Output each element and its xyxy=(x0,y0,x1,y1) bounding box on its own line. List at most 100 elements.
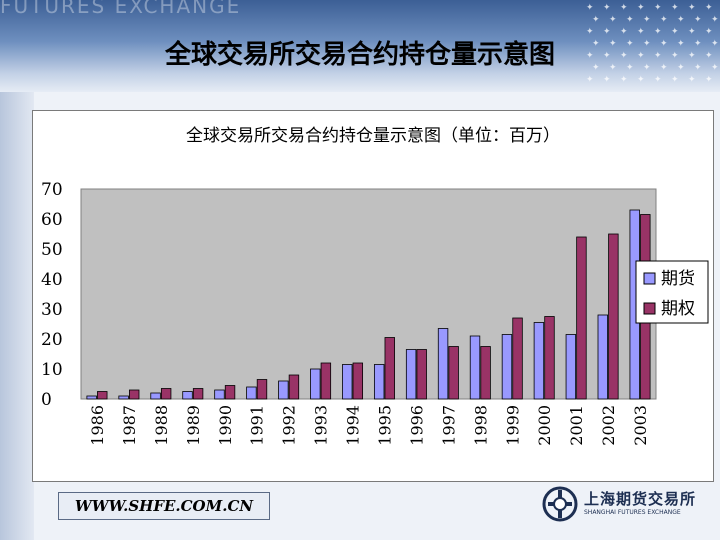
star-icon: ✦ xyxy=(586,3,594,13)
bar-options-1996 xyxy=(416,349,427,400)
chart-title: 全球交易所交易合约持仓量示意图（单位：百万） xyxy=(186,126,560,146)
legend: 期货 期权 xyxy=(635,260,709,324)
logo-name: 上海期货交易所 xyxy=(584,490,697,508)
exchange-logo-icon xyxy=(542,486,578,522)
chart-frame: 全球交易所交易合约持仓量示意图（单位：百万） 0 10 20 30 40 50 60 70 1… xyxy=(32,110,714,482)
star-icon: ✦ xyxy=(654,3,662,13)
bar-futures-1994 xyxy=(342,364,353,400)
star-icon: ✦ xyxy=(688,75,696,85)
x-tick-label: 1995 xyxy=(375,405,394,446)
star-icon: ✦ xyxy=(671,27,679,37)
star-icon: ✦ xyxy=(626,63,634,73)
y-tick-label: 60 xyxy=(41,210,63,230)
footer-url-box: WWW.SHFE.COM.CN xyxy=(58,492,270,520)
bars xyxy=(86,209,651,400)
star-icon: ✦ xyxy=(705,51,713,61)
star-icon: ✦ xyxy=(677,15,685,25)
bar-options-1990 xyxy=(224,385,236,400)
bar-options-1995 xyxy=(384,337,395,400)
bar-futures-1988 xyxy=(150,392,161,400)
legend-swatch-options xyxy=(643,302,656,315)
bar-options-1997 xyxy=(448,346,459,400)
star-icon: ✦ xyxy=(592,39,600,49)
star-icon: ✦ xyxy=(626,15,634,25)
star-icon: ✦ xyxy=(711,15,719,25)
bar-futures-1986 xyxy=(86,395,97,400)
star-icon: ✦ xyxy=(705,75,713,85)
star-pattern-icon: ✦ ✦ ✦ ✦ ✦ ✦ ✦ ✦✦ ✦ ✦ ✦ ✦ ✦ ✦ ✦✦ ✦ ✦ ✦ ✦ ✦ ✦ ✦✦ ✦ ✦ ✦ ✦ ✦ ✦ ✦✦ ✦ ✦ ✦ ✦ ✦ ✦ ✦… xyxy=(586,3,719,85)
star-icon: ✦ xyxy=(620,27,628,37)
star-icon: ✦ xyxy=(586,51,594,61)
bar-options-1998 xyxy=(480,346,491,400)
bar-futures-1989 xyxy=(182,391,193,400)
star-icon: ✦ xyxy=(694,39,702,49)
star-icon: ✦ xyxy=(643,39,651,49)
y-tick-label: 20 xyxy=(41,330,63,350)
bar-options-2002 xyxy=(608,233,619,400)
star-icon: ✦ xyxy=(603,75,611,85)
bar-futures-2001 xyxy=(565,334,577,400)
star-icon: ✦ xyxy=(603,3,611,13)
bar-futures-2000 xyxy=(533,322,545,400)
chart: 全球交易所交易合约持仓量示意图（单位：百万） 0 10 20 30 40 50 60 70 1… xyxy=(41,126,709,446)
bar-options-1999 xyxy=(512,317,523,400)
star-icon: ✦ xyxy=(637,27,645,37)
star-icon: ✦ xyxy=(654,75,662,85)
star-icon: ✦ xyxy=(688,27,696,37)
x-tick-label: 2000 xyxy=(535,405,554,446)
bar-futures-1997 xyxy=(437,328,449,400)
bar-futures-1998 xyxy=(469,335,481,400)
star-icon: ✦ xyxy=(592,63,600,73)
plot-area xyxy=(80,188,657,400)
bar-options-1989 xyxy=(192,388,204,400)
star-icon: ✦ xyxy=(609,63,617,73)
star-icon: ✦ xyxy=(677,39,685,49)
y-tick-label: 30 xyxy=(41,300,63,320)
legend-label-futures: 期货 xyxy=(661,269,695,289)
y-tick-label: 70 xyxy=(41,180,63,200)
star-icon: ✦ xyxy=(705,27,713,37)
star-icon: ✦ xyxy=(688,51,696,61)
star-icon: ✦ xyxy=(620,3,628,13)
star-icon: ✦ xyxy=(620,75,628,85)
star-icon: ✦ xyxy=(671,75,679,85)
x-tick-label: 1987 xyxy=(120,405,139,446)
star-icon: ✦ xyxy=(654,27,662,37)
star-icon: ✦ xyxy=(660,15,668,25)
y-tick-label: 10 xyxy=(41,360,63,380)
star-icon: ✦ xyxy=(705,3,713,13)
star-icon: ✦ xyxy=(694,15,702,25)
star-icon: ✦ xyxy=(660,63,668,73)
bar-futures-1992 xyxy=(278,380,289,400)
x-tick-label: 1999 xyxy=(503,405,522,446)
footer-url[interactable]: WWW.SHFE.COM.CN xyxy=(74,497,254,515)
bar-futures-1995 xyxy=(373,364,385,400)
legend-box xyxy=(635,260,709,324)
star-icon: ✦ xyxy=(586,75,594,85)
y-axis: 0 10 20 30 40 50 60 70 xyxy=(41,180,63,410)
bar-options-2001 xyxy=(576,236,587,400)
x-tick-label: 1988 xyxy=(152,405,171,446)
star-icon: ✦ xyxy=(654,51,662,61)
star-icon: ✦ xyxy=(637,75,645,85)
x-tick-label: 1996 xyxy=(407,405,426,446)
star-icon: ✦ xyxy=(711,39,719,49)
bar-futures-1993 xyxy=(310,368,321,400)
star-icon: ✦ xyxy=(671,51,679,61)
bar-options-1991 xyxy=(256,379,268,400)
x-tick-label: 1986 xyxy=(88,405,107,446)
star-icon: ✦ xyxy=(609,39,617,49)
y-tick-label: 0 xyxy=(41,390,52,410)
bar-futures-1999 xyxy=(501,334,513,400)
logo-english-name: SHANGHAI FUTURES EXCHANGE xyxy=(584,509,681,516)
x-tick-label: 2003 xyxy=(631,405,650,446)
bar-options-2000 xyxy=(544,316,555,400)
banner-watermark: FUTURES EXCHANGE xyxy=(0,0,242,18)
exchange-logo: 上海期货交易所 SHANGHAI FUTURES EXCHANGE xyxy=(538,484,714,524)
star-icon: ✦ xyxy=(637,51,645,61)
bar-options-1988 xyxy=(160,388,172,400)
star-icon: ✦ xyxy=(677,63,685,73)
legend-label-options: 期权 xyxy=(661,299,695,319)
x-tick-label: 1990 xyxy=(216,405,235,446)
x-tick-label: 1994 xyxy=(344,405,363,446)
